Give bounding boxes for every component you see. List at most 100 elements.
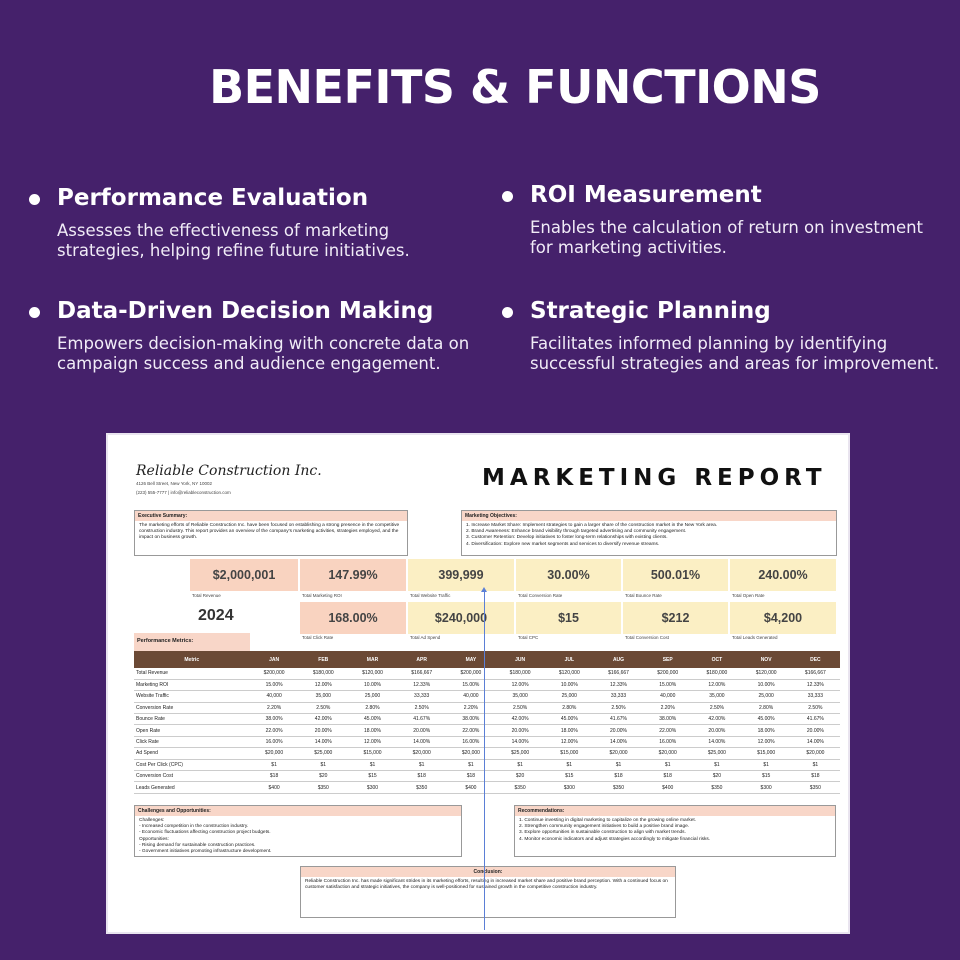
metric-value-cell: $1 — [446, 759, 496, 772]
bullet-icon — [29, 307, 40, 318]
recommendation-line: 1. Continue investing in digital marketi… — [519, 818, 697, 823]
metric-value-cell: $166,667 — [790, 668, 840, 680]
metric-value-cell: 2.80% — [347, 702, 398, 715]
metric-value-cell: $300 — [741, 781, 791, 794]
metric-value-cell: $20 — [692, 770, 742, 783]
metric-value-cell: 42.00% — [692, 713, 742, 726]
metric-value-cell: $350 — [790, 781, 840, 794]
challenges-box: Challenges and Opportunities: Challenges… — [134, 805, 462, 857]
metric-value-cell: 10.00% — [544, 679, 594, 692]
metric-value-cell: $400 — [446, 781, 496, 794]
metric-value-cell: $18 — [790, 770, 840, 783]
metric-value-cell: $166,667 — [593, 668, 644, 680]
kpi-label: Total Click Rate — [302, 635, 334, 640]
table-header-cell: MAY — [446, 651, 496, 668]
metric-name-cell: Click Rate — [134, 736, 250, 749]
table-header-row: Metric JAN FEB MAR APR MAY JUN JUL AUG SEP OCT NOV D… — [134, 651, 840, 668]
metric-value-cell: 15.00% — [446, 679, 496, 692]
executive-summary-text: The marketing efforts of Reliable Constr… — [139, 523, 400, 541]
challenge-line: - Economic fluctuations affecting constr… — [139, 830, 271, 836]
kpi-total-marketing-roi: 147.99% — [300, 559, 406, 591]
kpi-total-bounce-rate: 500.01% — [623, 559, 728, 591]
metric-value-cell: $1 — [249, 759, 299, 772]
metric-value-cell: 20.00% — [298, 724, 348, 737]
objective-item: 4. Diversification: Explore new market s… — [466, 541, 660, 547]
metric-value-cell: 25,000 — [741, 690, 791, 703]
metric-value-cell: 20.00% — [790, 724, 840, 737]
objective-item: 1. Increase Market Share: Implement stra… — [466, 523, 718, 528]
metric-value-cell: 12.33% — [593, 679, 644, 692]
metric-value-cell: 41.67% — [397, 713, 447, 726]
metric-value-cell: 2.50% — [397, 702, 447, 715]
kpi-total-cpc: $15 — [516, 602, 621, 634]
metric-value-cell: 10.00% — [741, 679, 791, 692]
metric-value-cell: 18.00% — [741, 724, 791, 737]
executive-summary-box: Executive Summary: The marketing efforts… — [134, 510, 408, 556]
metric-value-cell: $15,000 — [544, 747, 594, 760]
metric-value-cell: 25,000 — [347, 690, 398, 703]
metric-value-cell: $1 — [495, 759, 545, 772]
table-header-cell: APR — [397, 651, 447, 668]
table-row: Marketing ROI 15.00% 12.00% 10.00% 12.33% 15.… — [134, 679, 840, 692]
metric-value-cell: $300 — [544, 781, 594, 794]
metric-value-cell: 20.00% — [397, 724, 447, 737]
metric-name-cell: Website Traffic — [134, 690, 250, 703]
kpi-total-open-rate: 240.00% — [730, 559, 836, 591]
table-body: Total Revenue $200,000 $180,000 $120,000 $16… — [134, 668, 840, 794]
table-header-cell: MAR — [347, 651, 398, 668]
kpi-label: Total Ad Spend — [410, 635, 441, 640]
bullet-icon — [29, 194, 40, 205]
table-header-cell: DEC — [790, 651, 840, 668]
metric-value-cell: $18 — [397, 770, 447, 783]
metric-value-cell: $400 — [249, 781, 299, 794]
metric-value-cell: 22.00% — [249, 724, 299, 737]
recommendations-heading: Recommendations: — [515, 806, 835, 816]
kpi-total-conversion-cost: $212 — [623, 602, 728, 634]
marketing-objectives-list: 1. Increase Market Share: Implement stra… — [462, 521, 836, 550]
metric-value-cell: 12.00% — [692, 679, 742, 692]
metric-value-cell: $1 — [692, 759, 742, 772]
benefit-title: Strategic Planning — [502, 298, 940, 324]
table-row: Bounce Rate 38.00% 42.00% 45.00% 41.67% 38.00… — [134, 713, 840, 726]
company-contact: (223) 555-7777 | info@reliableconstructi… — [136, 490, 231, 495]
objective-item: 2. Brand Awareness: Enhance brand visibi… — [466, 529, 687, 535]
recommendation-line: 2. Strengthen community engagement initi… — [519, 824, 690, 830]
performance-metrics-label: Performance Metrics: — [134, 633, 250, 651]
metric-value-cell: 12.00% — [544, 736, 594, 749]
metric-value-cell: 18.00% — [544, 724, 594, 737]
metric-value-cell: 16.00% — [249, 736, 299, 749]
metric-value-cell: 33,333 — [790, 690, 840, 703]
metric-value-cell: 45.00% — [544, 713, 594, 726]
metric-value-cell: 14.00% — [495, 736, 545, 749]
metric-value-cell: $120,000 — [347, 668, 398, 680]
table-header-cell: OCT — [692, 651, 742, 668]
challenge-line: - Government initiatives promoting infra… — [139, 849, 272, 855]
table-row: Total Revenue $200,000 $180,000 $120,000 $16… — [134, 668, 840, 680]
challenges-heading: Challenges and Opportunities: — [135, 806, 461, 816]
metric-value-cell: 2.20% — [446, 702, 496, 715]
metric-name-cell: Open Rate — [134, 724, 250, 737]
metric-value-cell: 40,000 — [446, 690, 496, 703]
table-row: Leads Generated $400 $350 $300 $350 $400 $350 $… — [134, 781, 840, 794]
metric-value-cell: 38.00% — [446, 713, 496, 726]
kpi-total-conversion-rate: 30.00% — [516, 559, 621, 591]
metric-value-cell: 2.80% — [544, 702, 594, 715]
benefit-title: Data-Driven Decision Making — [29, 298, 477, 324]
table-row: Conversion Cost $18 $20 $15 $18 $18 $20 $15 $18 $… — [134, 770, 840, 783]
metric-name-cell: Marketing ROI — [134, 679, 250, 692]
metric-value-cell: 42.00% — [298, 713, 348, 726]
table-row: Open Rate 22.00% 20.00% 18.00% 20.00% 22.00% 2… — [134, 724, 840, 737]
metric-value-cell: $25,000 — [495, 747, 545, 760]
metric-value-cell: 12.00% — [741, 736, 791, 749]
metric-value-cell: 35,000 — [495, 690, 545, 703]
table-header-cell: Metric — [134, 651, 250, 668]
metric-name-cell: Bounce Rate — [134, 713, 250, 726]
metric-value-cell: 2.50% — [593, 702, 644, 715]
metric-value-cell: 14.00% — [692, 736, 742, 749]
kpi-total-revenue: $2,000,001 — [190, 559, 298, 591]
metric-value-cell: $15,000 — [741, 747, 791, 760]
metric-value-cell: 14.00% — [298, 736, 348, 749]
metric-value-cell: $20,000 — [249, 747, 299, 760]
table-header-cell: SEP — [643, 651, 693, 668]
metric-value-cell: 14.00% — [397, 736, 447, 749]
